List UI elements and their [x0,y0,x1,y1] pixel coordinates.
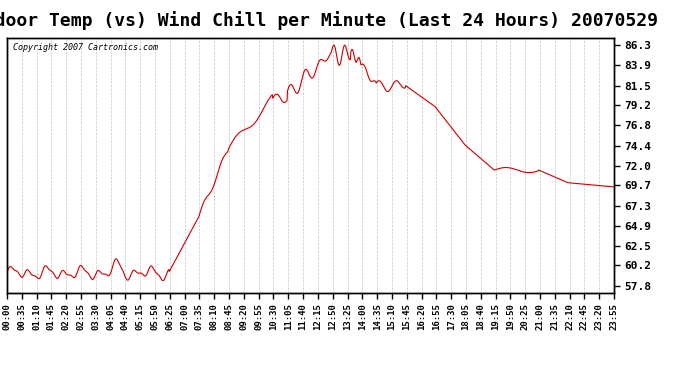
Text: Copyright 2007 Cartronics.com: Copyright 2007 Cartronics.com [13,43,158,52]
Text: Outdoor Temp (vs) Wind Chill per Minute (Last 24 Hours) 20070529: Outdoor Temp (vs) Wind Chill per Minute … [0,11,658,30]
